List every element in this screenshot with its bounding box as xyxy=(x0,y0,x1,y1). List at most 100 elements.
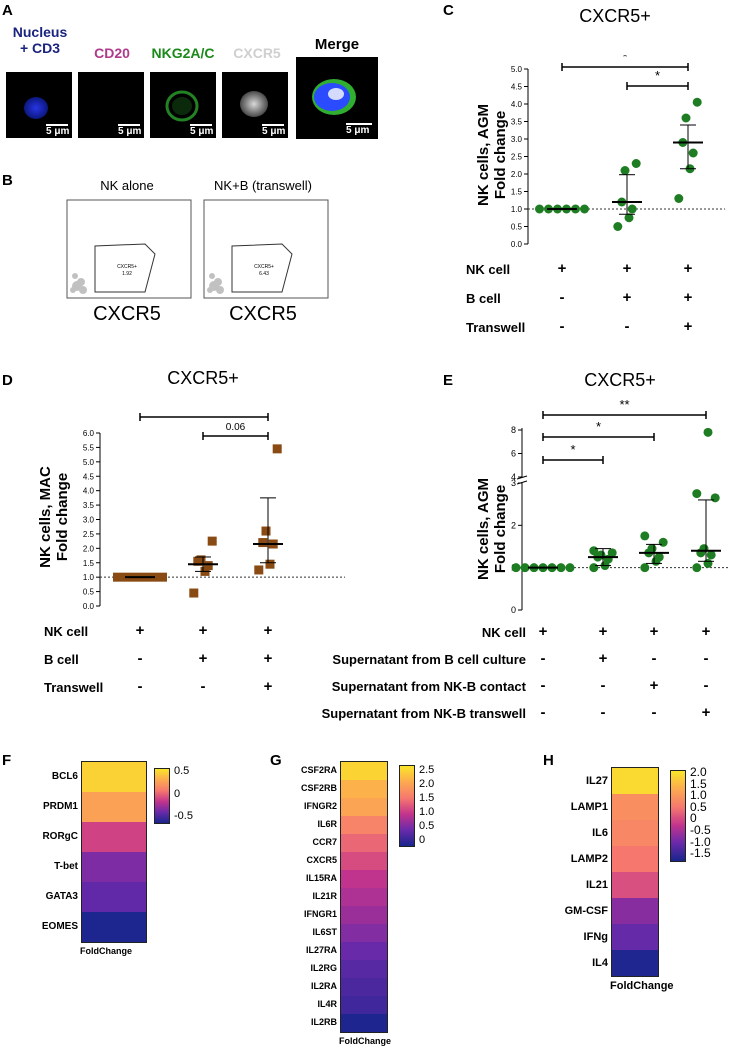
heatmap-cell xyxy=(341,870,387,888)
data-point xyxy=(196,555,206,565)
heatmap-row-label: IFNGR1 xyxy=(303,909,337,919)
plus-sign: + xyxy=(701,623,711,640)
plus-sign: + xyxy=(683,318,693,335)
heatmap-row-label: BCL6 xyxy=(51,771,78,782)
heatmap-border xyxy=(611,767,659,977)
scale-text: 5 μm xyxy=(190,126,214,137)
data-point xyxy=(589,546,599,556)
flow-title-nk-alone: NK alone xyxy=(100,178,154,193)
minus-sign: - xyxy=(624,318,630,335)
colorbar-tick-label: 0 xyxy=(690,811,697,826)
heatmap-row-label: IL4R xyxy=(317,999,337,1009)
data-point xyxy=(692,563,702,573)
data-point xyxy=(692,97,702,107)
condition-row-label: Supernatant from B cell culture xyxy=(332,652,526,667)
colorbar-tick-label: 1.5 xyxy=(690,776,707,791)
heatmap-row-label: IL6ST xyxy=(312,927,337,937)
heatmap-row-label: IL21 xyxy=(585,879,608,891)
data-point xyxy=(607,548,617,558)
colorbar-tick-label: 0.5 xyxy=(690,799,707,814)
heatmap-row-label: IFNg xyxy=(583,931,608,943)
minus-sign: - xyxy=(200,678,206,695)
significance-label: ** xyxy=(619,397,629,412)
colorbar-tick-label: -0.5 xyxy=(174,809,193,822)
heatmap-border xyxy=(81,761,147,943)
plus-sign: + xyxy=(598,650,608,667)
data-point xyxy=(158,572,167,582)
y-tick-label: 1.5 xyxy=(83,559,95,568)
significance-label: * xyxy=(622,55,627,64)
y-tick-label: 1.5 xyxy=(511,188,523,197)
y-tick-label: 2.0 xyxy=(83,544,95,553)
data-point xyxy=(627,204,637,214)
heatmap-cell xyxy=(612,898,658,924)
flow-plot-nk-b: CXCR5+ 6.43 xyxy=(203,199,329,299)
scale-bar xyxy=(262,124,284,126)
y-tick-label: 3 xyxy=(511,478,516,488)
heatmap-cell xyxy=(341,906,387,924)
colorbar-tick-label: 0.5 xyxy=(174,765,190,778)
data-point xyxy=(703,558,713,568)
heatmap-cell xyxy=(341,888,387,906)
flow-axis-label: CXCR5 xyxy=(93,303,161,325)
heatmap-cell xyxy=(82,822,146,852)
plus-sign: + xyxy=(598,623,608,640)
colorbar-tick-label: 1.0 xyxy=(419,805,435,818)
heatmap-cell xyxy=(341,762,387,780)
scatter-chart-c: 0.0 0.5 1.0 1.5 2.0 2.5 3.0 3.5 4.0 4.5 5.0 * * xyxy=(511,55,725,249)
heatmap-cell xyxy=(341,960,387,978)
y-tick-label: 3.5 xyxy=(83,501,95,510)
data-point xyxy=(640,563,650,573)
heatmap-border xyxy=(340,761,388,1033)
heatmap-row-label: T-bet xyxy=(54,861,78,872)
condition-row-label: B cell xyxy=(466,291,501,306)
scale-text: 5 μm xyxy=(346,125,370,136)
data-point xyxy=(654,552,664,562)
significance-label: 0.06 xyxy=(226,422,246,433)
colorbar xyxy=(670,770,686,862)
data-point xyxy=(207,536,217,546)
heatmap-cell xyxy=(82,792,146,822)
heatmap-row-label: GM-CSF xyxy=(564,905,608,917)
axis-break-mark xyxy=(516,475,528,480)
flow-axis-label: CXCR5 xyxy=(229,303,297,325)
data-point xyxy=(556,563,566,573)
colorbar-tick-label: 0 xyxy=(419,833,426,846)
panel-letter-f: F xyxy=(2,752,12,769)
data-point xyxy=(688,148,698,158)
data-point xyxy=(631,159,641,168)
data-point xyxy=(272,444,282,454)
minus-sign: - xyxy=(137,650,143,667)
colorbar-tick-label: 0.5 xyxy=(419,819,435,832)
label-cxcr5: CXCR5 xyxy=(233,45,281,61)
minus-sign: - xyxy=(703,677,709,694)
heatmap-cell xyxy=(612,924,658,950)
scale-text: 5 μm xyxy=(46,126,70,137)
data-point xyxy=(710,493,720,503)
condition-row-label: Supernatant from NK-B contact xyxy=(331,679,526,694)
label-cd20: CD20 xyxy=(94,45,130,61)
heatmap-row-label: CCR7 xyxy=(312,837,337,847)
plus-sign: + xyxy=(701,704,711,721)
condition-row-label: B cell xyxy=(44,652,79,667)
minus-sign: - xyxy=(559,318,565,335)
y-tick-label: 3.0 xyxy=(83,516,95,525)
heatmap-row-label: EOMES xyxy=(41,921,78,932)
micrograph-merge: 5 μm xyxy=(296,57,378,139)
heatmap-cell xyxy=(341,816,387,834)
data-point xyxy=(613,222,623,231)
plus-sign: + xyxy=(622,260,632,277)
data-point xyxy=(113,572,122,582)
plus-sign: + xyxy=(263,622,273,639)
data-point xyxy=(624,213,634,223)
minus-sign: - xyxy=(559,289,565,306)
micrograph-cd20: 5 μm xyxy=(78,72,144,138)
chart-title: CXCR5+ xyxy=(167,368,239,388)
heatmap-footer-label: FoldChange xyxy=(80,946,132,956)
y-tick-label: 0.5 xyxy=(511,223,523,232)
y-tick-label: 5.0 xyxy=(511,65,523,74)
panel-letter-g: G xyxy=(270,752,282,769)
heatmap-cell xyxy=(612,846,658,872)
heatmap-cell xyxy=(82,762,146,792)
colorbar xyxy=(399,765,415,847)
